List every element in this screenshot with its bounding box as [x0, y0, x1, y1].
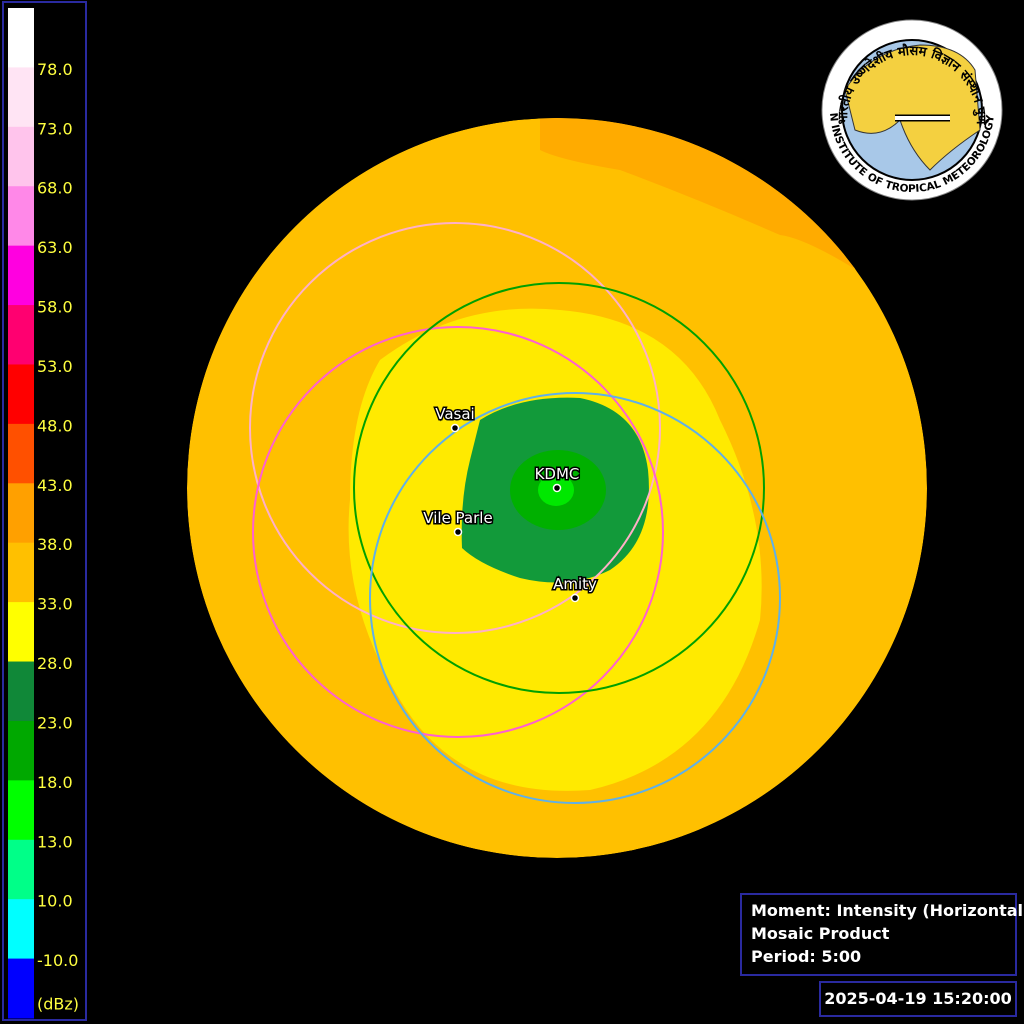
legend-swatch [8, 126, 34, 187]
legend-swatch [8, 720, 34, 781]
legend-swatch [8, 67, 34, 128]
legend-swatch [8, 899, 34, 960]
legend-label: 10.0 [37, 892, 73, 911]
legend-label: 53.0 [37, 357, 73, 376]
logo-map [844, 44, 981, 171]
range-ring [249, 222, 661, 634]
station-label: Amity [553, 575, 597, 593]
legend-unit: (dBz) [37, 995, 79, 1014]
info-line: Period: 5:00 [751, 947, 861, 966]
legend-label: 23.0 [37, 713, 73, 732]
station-label: KDMC [535, 465, 580, 483]
range-ring [369, 392, 781, 804]
timestamp: 2025-04-19 15:20:00 [824, 989, 1012, 1008]
legend-label: 38.0 [37, 535, 73, 554]
station-marker [450, 423, 460, 433]
station-marker [453, 527, 463, 537]
legend-swatch [8, 423, 34, 484]
legend-label: 58.0 [37, 298, 73, 317]
legend-swatch [8, 542, 34, 603]
legend-label: -10.0 [37, 951, 78, 970]
station-marker [570, 593, 580, 603]
legend-swatch [8, 958, 34, 1019]
station-marker [552, 483, 562, 493]
legend-swatch [8, 186, 34, 247]
legend-label: 28.0 [37, 654, 73, 673]
legend-label: 43.0 [37, 476, 73, 495]
legend-label: 68.0 [37, 179, 73, 198]
info-line: Mosaic Product [751, 924, 890, 943]
legend-label: 63.0 [37, 238, 73, 257]
station-label: Vile Parle [423, 509, 492, 527]
legend-label: 18.0 [37, 773, 73, 792]
info-line: Moment: Intensity (Horizontal) [751, 901, 1024, 920]
legend-swatch [8, 661, 34, 722]
info-lines: Moment: Intensity (Horizontal) Mosaic Pro… [751, 901, 1024, 966]
legend-swatch [8, 839, 34, 900]
legend-label: 13.0 [37, 832, 73, 851]
legend-label: 73.0 [37, 119, 73, 138]
range-ring [252, 326, 664, 738]
legend-label: 33.0 [37, 595, 73, 614]
legend-swatch [8, 780, 34, 841]
legend-swatch [8, 483, 34, 544]
legend-label: 78.0 [37, 60, 73, 79]
legend-label: 48.0 [37, 416, 73, 435]
legend-swatch [8, 305, 34, 365]
timestamp-box [819, 981, 1017, 1017]
range-ring [353, 282, 765, 694]
legend-swatch [8, 8, 34, 68]
station-label: Vasai [435, 405, 474, 423]
legend-swatch [8, 364, 34, 425]
legend-swatch [8, 602, 34, 663]
stations: Vasai KDMC Vile Parle Amity [422, 404, 599, 603]
legend: 78.0 73.0 68.0 63.0 58.0 53.0 48.0 43.0 38.0 33.0… [8, 8, 78, 1019]
legend-swatch [8, 245, 34, 306]
info-box [740, 893, 1017, 976]
